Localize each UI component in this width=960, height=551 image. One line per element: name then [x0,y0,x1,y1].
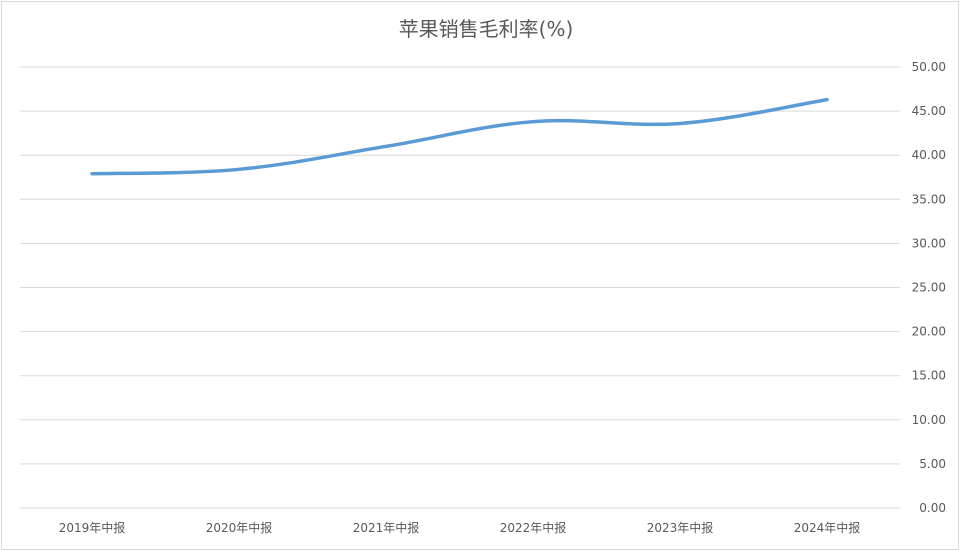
series-line-0 [90,97,829,176]
x-tick-label: 2023年中报 [647,520,714,535]
data-point-0 [90,172,94,176]
y-tick-label: 15.00 [912,369,946,383]
series-layer [90,97,829,176]
data-point-4 [678,121,682,125]
y-tick-label: 35.00 [912,192,946,206]
y-tick-label: 50.00 [912,60,946,74]
x-tick-label: 2021年中报 [353,520,420,535]
x-tick-label: 2024年中报 [794,520,861,535]
chart-title: 苹果销售毛利率(%) [399,17,574,41]
x-tick-label: 2022年中报 [500,520,567,535]
data-point-5 [825,98,829,102]
x-axis-tick-labels: 2019年中报 2020年中报 2021年中报 2022年中报 2023年中报 2024年… [59,520,861,535]
data-point-2 [384,144,388,148]
y-tick-label: 25.00 [912,281,946,295]
y-tick-label: 10.00 [912,413,946,427]
y-tick-label: 20.00 [912,325,946,339]
y-tick-label: 0.00 [919,501,946,515]
gridlines [20,66,900,509]
y-tick-label: 40.00 [912,148,946,162]
data-point-1 [237,167,241,171]
data-point-3 [531,120,535,124]
y-axis-tick-labels: 0.00 5.00 10.00 15.00 20.00 25.00 30.00 35.00 40… [912,60,946,515]
y-tick-label: 5.00 [919,457,946,471]
y-tick-label: 45.00 [912,104,946,118]
x-tick-label: 2020年中报 [206,520,273,535]
x-tick-label: 2019年中报 [59,520,126,535]
y-tick-label: 30.00 [912,236,946,250]
